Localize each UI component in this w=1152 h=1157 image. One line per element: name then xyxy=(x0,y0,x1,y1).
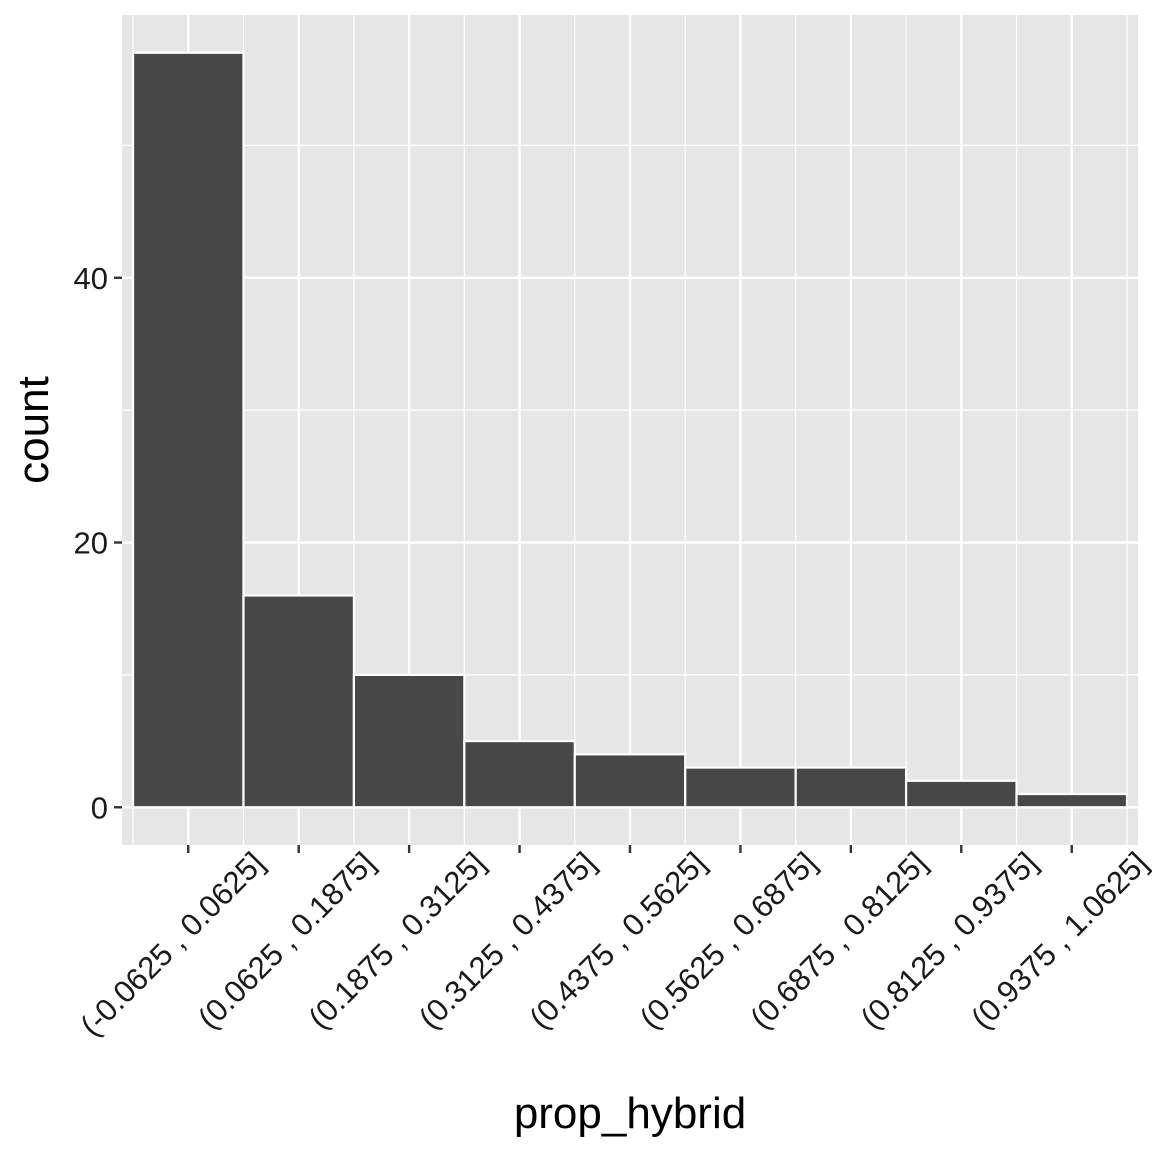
x-axis-title: prop_hybrid xyxy=(514,1089,746,1138)
y-tick-label: 40 xyxy=(74,261,108,296)
y-axis-title: count xyxy=(9,376,58,484)
bar xyxy=(684,766,797,809)
y-tick-label: 0 xyxy=(91,790,108,825)
bar xyxy=(352,673,466,809)
bar xyxy=(242,594,356,809)
bar xyxy=(131,51,245,809)
y-tick-label: 20 xyxy=(74,526,108,561)
bar xyxy=(573,753,687,809)
bar xyxy=(904,779,1018,809)
bar xyxy=(794,766,908,809)
bar xyxy=(1015,792,1129,809)
bars xyxy=(131,51,1129,809)
y-axis: 0 20 40 xyxy=(74,261,122,825)
bar xyxy=(463,739,576,809)
